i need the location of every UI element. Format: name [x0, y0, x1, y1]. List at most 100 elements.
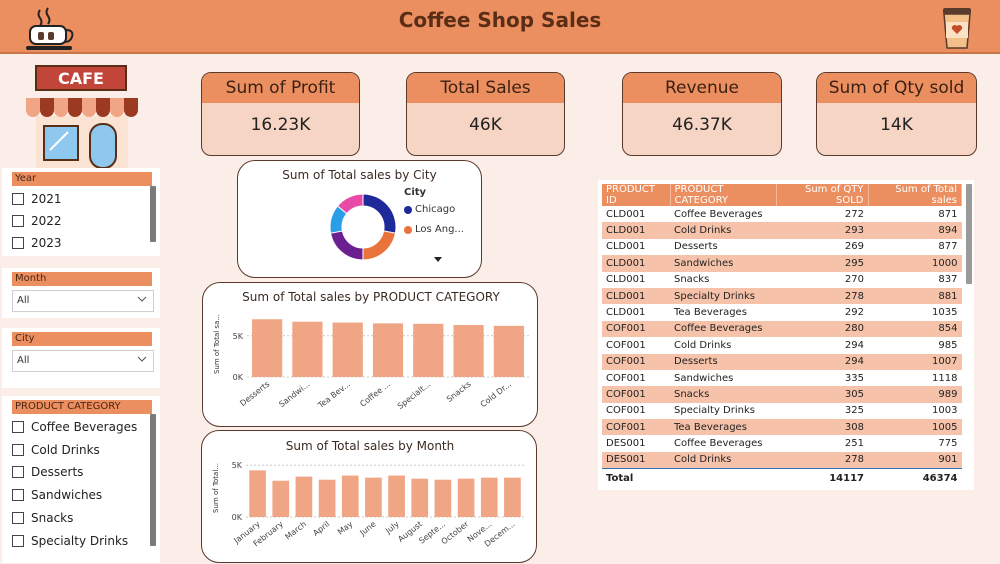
table-row[interactable]: CLD001 Tea Beverages 292 1035	[602, 304, 962, 320]
donut-chart	[329, 193, 397, 261]
checkbox[interactable]	[12, 237, 24, 249]
table-cell: COF001	[602, 386, 670, 403]
table-cell: 280	[776, 320, 868, 338]
category-option-snacks[interactable]: Snacks	[12, 509, 73, 527]
month-bar-visual[interactable]: Sum of Total sales by Month Sum of Total.…	[201, 430, 537, 563]
year-slicer-title: Year	[12, 172, 152, 186]
table-row[interactable]: CLD001 Specialty Drinks 278 881	[602, 287, 962, 305]
bar[interactable]	[372, 323, 404, 377]
table-row[interactable]: CLD001 Sandwiches 295 1000	[602, 255, 962, 272]
bar[interactable]	[504, 477, 521, 517]
option-label: 2021	[31, 192, 62, 206]
table-cell: 305	[776, 386, 868, 403]
table-row[interactable]: COF001 Desserts 294 1007	[602, 353, 962, 370]
column-header[interactable]: PRODUCT CATEGORY	[670, 184, 777, 206]
checkbox[interactable]	[12, 421, 24, 433]
legend-label: Los Ang...	[415, 224, 464, 235]
table-cell: Specialty Drinks	[674, 405, 755, 417]
checkbox[interactable]	[12, 193, 24, 205]
category-bar-visual[interactable]: Sum of Total sales by PRODUCT CATEGORY Su…	[202, 282, 538, 427]
table-cell: COF001	[602, 353, 670, 370]
checkbox[interactable]	[12, 215, 24, 227]
city-donut-visual[interactable]: Sum of Total sales by City City Chicago …	[237, 160, 482, 278]
kpi-value: 14K	[880, 115, 913, 135]
bar[interactable]	[365, 477, 382, 517]
bar[interactable]	[249, 470, 266, 517]
x-tick-label: Desserts	[238, 379, 271, 408]
kpi-label: Total Sales	[407, 73, 564, 103]
checkbox[interactable]	[12, 512, 24, 524]
bar[interactable]	[411, 478, 429, 517]
year-option-2022[interactable]: 2022	[12, 212, 62, 230]
bar[interactable]	[434, 479, 452, 517]
bar[interactable]	[413, 323, 444, 377]
donut-slice[interactable]	[329, 230, 364, 261]
table-row[interactable]: COF001 Snacks 305 989	[602, 386, 962, 403]
category-option-sandwiches[interactable]: Sandwiches	[12, 486, 102, 504]
table-cell: 293	[776, 222, 868, 239]
bar[interactable]	[493, 325, 524, 377]
takeaway-cup-icon	[943, 8, 971, 49]
legend-item-chicago[interactable]: Chicago	[404, 204, 455, 215]
table-cell: 294	[844, 339, 864, 351]
table-row[interactable]: CLD001 Desserts 269 877	[602, 239, 962, 255]
table-cell: CLD001	[606, 208, 646, 220]
table-row[interactable]: DES001 Cold Drinks 278 901	[602, 451, 962, 469]
bar[interactable]	[295, 476, 313, 517]
table-cell: Coffee Beverages	[674, 438, 763, 450]
bar[interactable]	[341, 475, 359, 517]
bar[interactable]	[480, 477, 498, 517]
table-row[interactable]: CLD001 Cold Drinks 293 894	[602, 222, 962, 239]
bar[interactable]	[318, 479, 336, 517]
city-dropdown[interactable]: All	[12, 350, 154, 372]
table-row[interactable]: CLD001 Coffee Beverages 272 871	[602, 206, 962, 222]
bar[interactable]	[453, 325, 484, 377]
checkbox[interactable]	[12, 489, 24, 501]
bar[interactable]	[332, 322, 363, 377]
table-row[interactable]: DES001 Coffee Beverages 251 775	[602, 435, 962, 451]
category-option-desserts[interactable]: Desserts	[12, 463, 83, 481]
bar[interactable]	[388, 475, 405, 517]
year-option-2023[interactable]: 2023	[12, 234, 62, 252]
checkbox[interactable]	[12, 466, 24, 478]
bar[interactable]	[272, 480, 290, 517]
table-header-row: PRODUCT ID PRODUCT CATEGORY Sum of QTY S…	[602, 184, 962, 206]
legend-scroll-down-icon[interactable]	[433, 255, 443, 265]
donut-slice[interactable]	[362, 193, 397, 234]
donut-slice[interactable]	[362, 230, 397, 261]
kpi-value: 16.23K	[250, 115, 311, 135]
checkbox[interactable]	[12, 444, 24, 456]
table-row[interactable]: COF001 Coffee Beverages 280 854	[602, 320, 962, 338]
x-tick-label: Tea Bev...	[316, 379, 352, 410]
category-option-specialty-drinks[interactable]: Specialty Drinks	[12, 532, 128, 550]
bar[interactable]	[292, 321, 323, 377]
donut-slice[interactable]	[336, 193, 364, 215]
x-tick-label: Specialt...	[396, 379, 433, 410]
table-cell: Tea Beverages	[670, 419, 776, 436]
table-cell: COF001	[606, 372, 646, 384]
month-dropdown[interactable]: All	[12, 290, 154, 312]
column-header[interactable]: PRODUCT ID	[602, 184, 671, 206]
bar[interactable]	[252, 319, 283, 377]
table-row[interactable]: COF001 Sandwiches 335 1118	[602, 370, 962, 386]
column-header[interactable]: Sum of Total sales	[868, 184, 962, 206]
table-row[interactable]: COF001 Specialty Drinks 325 1003	[602, 403, 962, 419]
y-tick-label: 5K	[232, 461, 243, 470]
legend-item-los-angeles[interactable]: Los Ang...	[404, 224, 464, 235]
scrollbar[interactable]	[150, 186, 156, 242]
table-cell: Sandwiches	[670, 255, 776, 272]
category-option-cold-drinks[interactable]: Cold Drinks	[12, 441, 100, 459]
table-cell: 1005	[868, 419, 962, 436]
bar[interactable]	[457, 478, 475, 517]
sales-table-visual[interactable]: PRODUCT ID PRODUCT CATEGORY Sum of QTY S…	[598, 180, 974, 490]
column-header[interactable]: Sum of QTY SOLD	[776, 184, 869, 206]
table-row[interactable]: COF001 Tea Beverages 308 1005	[602, 419, 962, 436]
scrollbar[interactable]	[150, 414, 156, 546]
table-row[interactable]: COF001 Cold Drinks 294 985	[602, 337, 962, 353]
table-row[interactable]: CLD001 Snacks 270 837	[602, 272, 962, 288]
checkbox[interactable]	[12, 535, 24, 547]
table-cell: COF001	[602, 419, 670, 436]
scrollbar[interactable]	[966, 184, 972, 284]
year-option-2021[interactable]: 2021	[12, 190, 62, 208]
category-option-coffee-beverages[interactable]: Coffee Beverages	[12, 418, 137, 436]
